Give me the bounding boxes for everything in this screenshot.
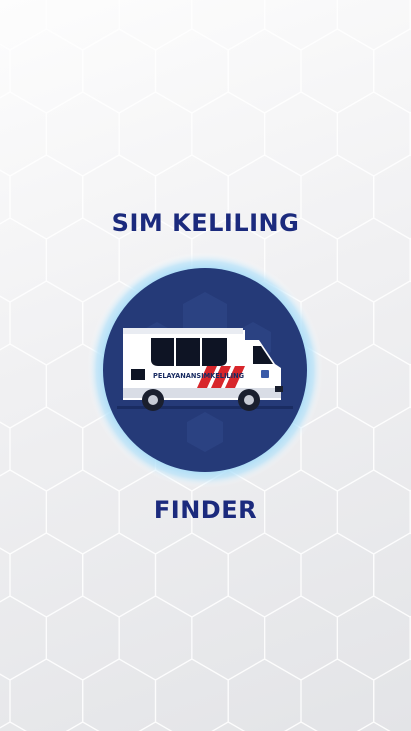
hexagon-shape <box>9 28 84 114</box>
app-title-line1: SIM KELILING <box>111 209 300 237</box>
hexagon-shape <box>373 28 411 114</box>
hexagon-shape <box>373 280 411 366</box>
hexagon-shape <box>373 406 411 492</box>
hexagon-shape <box>154 532 229 618</box>
hexagon-shape <box>284 721 318 731</box>
app-title-line2: FINDER <box>153 496 258 524</box>
hexagon-shape <box>336 0 411 51</box>
hexagon-shape <box>336 91 411 177</box>
hexagon-shape <box>154 658 229 731</box>
hexagon-shape <box>0 295 11 351</box>
hexagon-shape <box>118 595 193 681</box>
hexagon-shape <box>336 595 411 681</box>
hexagon-shape <box>300 532 375 618</box>
hexagon-shape <box>264 0 338 51</box>
sim-keliling-van-logo: PELAYANANSIMKELILING <box>87 252 323 488</box>
hexagon-shape <box>45 595 120 681</box>
hexagon-shape <box>0 421 11 477</box>
hexagon-shape <box>191 595 266 681</box>
van-icon: PELAYANANSIMKELILING <box>117 328 293 411</box>
hexagon-shape <box>300 658 375 731</box>
hexagon-shape <box>264 595 338 681</box>
hexagon-shape <box>264 91 338 177</box>
hexagon-shape <box>118 91 193 177</box>
hexagon-shape <box>0 673 11 729</box>
hexagon-shape <box>227 28 302 114</box>
hexagon-shape <box>300 28 375 114</box>
hexagon-shape <box>0 43 11 99</box>
hexagon-shape <box>373 658 411 731</box>
hexagon-shape <box>138 721 173 731</box>
hexagon-shape <box>227 658 302 731</box>
van-side-text: PELAYANANSIMKELILING <box>153 372 244 380</box>
hexagon-shape <box>9 406 84 492</box>
hexagon-shape <box>154 28 229 114</box>
hexagon-shape <box>82 658 157 731</box>
hexagon-shape <box>227 532 302 618</box>
hexagon-shape <box>0 547 11 603</box>
hexagon-shape <box>373 532 411 618</box>
hexagon-shape <box>65 721 100 731</box>
hexagon-shape <box>356 721 391 731</box>
hexagon-shape <box>118 0 193 51</box>
hexagon-shape <box>191 91 266 177</box>
hexagon-shape <box>9 280 84 366</box>
hexagon-shape <box>0 91 48 177</box>
hexagon-shape <box>211 721 246 731</box>
hexagon-shape <box>45 0 120 51</box>
hexagon-shape <box>82 28 157 114</box>
hexagon-shape <box>0 595 48 681</box>
hexagon-shape <box>9 658 84 731</box>
hexagon-shape <box>45 91 120 177</box>
hexagon-shape <box>82 532 157 618</box>
hexagon-shape <box>0 721 27 731</box>
hexagon-shape <box>336 343 411 429</box>
hexagon-shape <box>191 0 266 51</box>
hexagon-shape <box>9 532 84 618</box>
hexagon-shape <box>0 343 48 429</box>
